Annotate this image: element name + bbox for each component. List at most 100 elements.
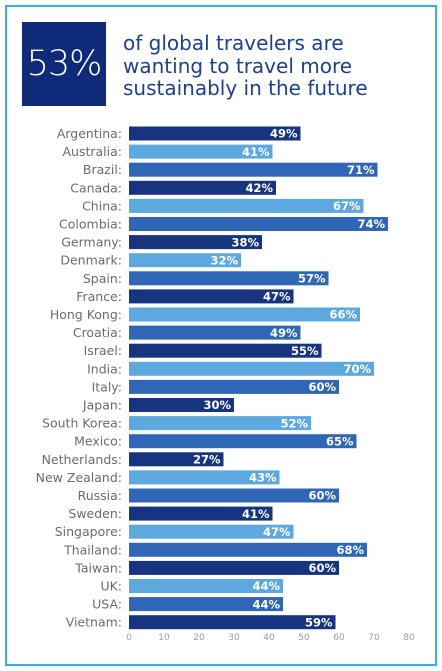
data-label: 57% — [298, 272, 326, 286]
x-tick-label: 50 — [298, 633, 310, 643]
bar — [129, 217, 388, 231]
category-label: Japan: — [82, 398, 122, 413]
category-label: Netherlands: — [42, 452, 122, 467]
data-label: 59% — [305, 615, 333, 629]
bar — [129, 307, 360, 322]
category-label: Argentina: — [57, 126, 122, 141]
data-label: 67% — [333, 199, 361, 213]
bar — [129, 289, 294, 304]
category-label: Australia: — [62, 144, 122, 159]
data-label: 55% — [291, 344, 319, 358]
bar — [129, 325, 301, 340]
bar — [129, 398, 234, 412]
x-tick-label: 60 — [333, 633, 345, 643]
bar — [129, 198, 364, 213]
category-label: Vietnam: — [66, 615, 122, 630]
data-label: 49% — [270, 326, 298, 340]
category-label: Singapore: — [55, 524, 122, 539]
category-label: Italy: — [92, 379, 122, 394]
category-label: Brazil: — [83, 162, 122, 177]
bar — [129, 379, 339, 394]
data-label: 65% — [326, 434, 354, 448]
bar — [129, 434, 357, 449]
data-label: 60% — [308, 380, 336, 394]
category-label: Mexico: — [74, 434, 122, 449]
data-label: 32% — [210, 253, 238, 267]
bar — [129, 470, 280, 485]
headline-line-3: sustainably in the future — [123, 76, 368, 100]
data-label: 41% — [242, 507, 270, 521]
category-label: Thailand: — [63, 542, 122, 557]
x-tick-label: 70 — [368, 633, 380, 643]
category-label: Canada: — [70, 180, 122, 195]
headline: of global travelers are wanting to trave… — [123, 32, 413, 100]
x-tick-label: 20 — [193, 633, 205, 643]
data-label: 27% — [193, 453, 221, 467]
data-label: 43% — [249, 471, 277, 485]
bar — [129, 560, 339, 575]
data-label: 30% — [203, 398, 231, 412]
bar — [129, 452, 224, 467]
bar — [129, 488, 339, 503]
bar — [129, 144, 273, 159]
data-label: 74% — [357, 217, 385, 231]
data-label: 60% — [308, 561, 336, 575]
bar — [129, 361, 374, 376]
bar — [129, 180, 276, 195]
category-label: France: — [76, 289, 122, 304]
data-label: 71% — [347, 163, 375, 177]
data-label: 70% — [343, 362, 371, 376]
bar — [129, 416, 311, 431]
category-label: Hong Kong: — [50, 307, 122, 322]
data-label: 52% — [280, 416, 308, 430]
data-label: 44% — [252, 597, 280, 611]
x-tick-label: 30 — [228, 633, 240, 643]
data-label: 41% — [242, 145, 270, 159]
category-label: Spain: — [83, 271, 122, 286]
bar — [129, 162, 378, 177]
bar — [129, 615, 336, 630]
bar — [129, 126, 301, 141]
x-tick-label: 80 — [403, 633, 415, 643]
x-tick-label: 0 — [126, 633, 132, 643]
data-label: 44% — [252, 579, 280, 593]
bar — [129, 597, 283, 612]
data-label: 47% — [263, 290, 291, 304]
category-label: Taiwan: — [74, 560, 122, 575]
stat-value: 53% — [26, 44, 103, 84]
bar — [129, 343, 322, 358]
category-label: China: — [82, 198, 122, 213]
data-label: 66% — [329, 308, 357, 322]
bar — [129, 524, 294, 539]
bar — [129, 271, 329, 286]
category-label: Sweden: — [68, 506, 122, 521]
data-label: 38% — [231, 235, 259, 249]
category-label: UK: — [100, 579, 122, 594]
data-label: 49% — [270, 127, 298, 141]
bar — [129, 542, 367, 557]
headline-line-1: of global travelers are — [123, 31, 344, 55]
category-label: Russia: — [78, 488, 122, 503]
category-label: Israel: — [84, 343, 122, 358]
headline-line-2: wanting to travel more — [123, 53, 353, 78]
data-label: 60% — [308, 489, 336, 503]
category-label: Germany: — [61, 235, 122, 250]
x-tick-label: 10 — [158, 633, 170, 643]
bar — [129, 579, 283, 593]
data-label: 42% — [245, 181, 273, 195]
data-label: 68% — [336, 543, 364, 557]
stat-box: 53% — [22, 22, 106, 106]
category-label: USA: — [92, 597, 122, 612]
category-label: South Korea: — [42, 416, 122, 431]
category-label: Croatia: — [73, 325, 122, 340]
data-label: 47% — [263, 525, 291, 539]
bar — [129, 235, 262, 250]
bar — [129, 506, 273, 521]
category-label: India: — [87, 361, 122, 376]
bar — [129, 253, 241, 268]
x-tick-label: 40 — [263, 633, 275, 643]
category-label: New Zealand: — [36, 470, 122, 485]
category-label: Colombia: — [59, 217, 122, 232]
category-label: Denmark: — [60, 253, 122, 268]
